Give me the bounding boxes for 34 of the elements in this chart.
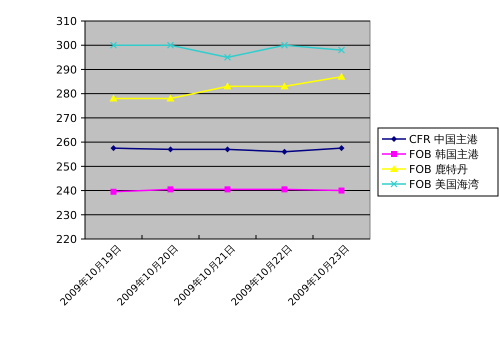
point (282, 148, 288, 155)
point (168, 186, 174, 192)
y-tick-label: 300 (56, 39, 77, 52)
y-tick-label: 230 (56, 208, 77, 222)
y-tick-label: 270 (56, 112, 77, 125)
point (110, 145, 116, 152)
y-tick-label: 280 (56, 88, 77, 101)
point (280, 82, 288, 90)
y-tick-label: 250 (56, 160, 77, 174)
point (338, 188, 344, 194)
point (280, 42, 288, 49)
point (338, 72, 346, 80)
point (224, 186, 230, 192)
y-tick-label: 220 (56, 233, 77, 246)
legend-label: FOB 鹿特丹 (409, 163, 468, 176)
point (110, 94, 118, 102)
y-tick-label: 310 (56, 15, 77, 28)
point (282, 186, 288, 192)
y-tick-label: 260 (56, 136, 77, 150)
point (110, 42, 118, 49)
point (224, 54, 232, 61)
point (166, 94, 174, 102)
point (338, 46, 346, 54)
legend-label: FOB 美国海湾 (409, 178, 480, 191)
point (224, 82, 232, 90)
legend-label: FOB 韩国主港 (409, 148, 480, 161)
y-tick-label: 290 (56, 63, 77, 76)
point (224, 146, 230, 152)
y-tick-label: 240 (56, 184, 77, 198)
point (338, 145, 344, 152)
point (168, 146, 174, 152)
point (166, 42, 174, 49)
point (110, 188, 116, 195)
legend-label: CFR 中国主港 (409, 133, 478, 146)
